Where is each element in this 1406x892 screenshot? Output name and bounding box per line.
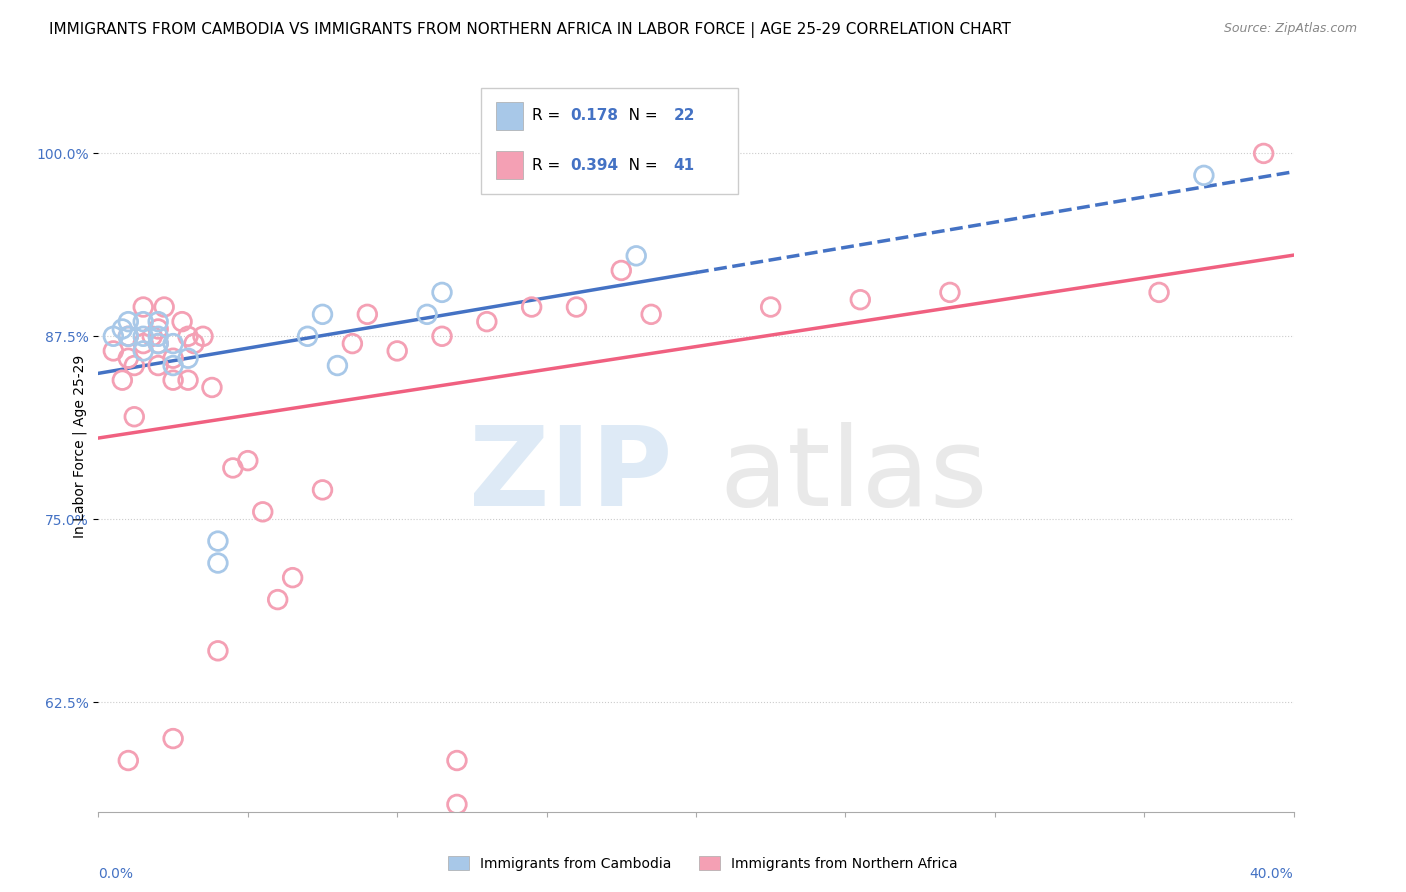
Point (148, 322, 170, 336)
FancyBboxPatch shape (481, 87, 738, 194)
Point (430, 285, 453, 300)
Point (117, 315, 139, 329)
Point (111, 373, 134, 387)
Text: R =: R = (533, 158, 565, 173)
Point (446, 754, 468, 768)
Point (162, 351, 184, 366)
Point (124, 359, 146, 373)
Point (148, 336, 170, 351)
Point (141, 329, 163, 343)
Point (183, 336, 205, 351)
Point (311, 307, 333, 321)
Text: 0.0%: 0.0% (98, 867, 134, 881)
Point (849, 293, 872, 307)
Point (103, 329, 125, 343)
Point (1147, 285, 1170, 300)
Point (191, 329, 214, 343)
Point (207, 644, 229, 658)
Point (148, 315, 170, 329)
Point (626, 249, 648, 263)
Point (236, 453, 259, 467)
Text: 0.178: 0.178 (571, 109, 619, 123)
Point (162, 731, 184, 746)
Point (117, 754, 139, 768)
Point (939, 285, 962, 300)
Point (475, 315, 498, 329)
Point (132, 343, 155, 358)
Point (356, 307, 378, 321)
Point (416, 307, 439, 321)
Point (177, 329, 200, 343)
Text: 22: 22 (673, 109, 695, 123)
Point (117, 329, 139, 343)
Point (520, 300, 543, 314)
Point (430, 329, 453, 343)
Text: Source: ZipAtlas.com: Source: ZipAtlas.com (1223, 22, 1357, 36)
Point (148, 329, 170, 343)
Point (565, 300, 588, 314)
Text: 40.0%: 40.0% (1250, 867, 1294, 881)
Point (148, 359, 170, 373)
Point (385, 343, 409, 358)
Point (326, 359, 349, 373)
Point (267, 592, 290, 607)
Point (311, 483, 333, 497)
Y-axis label: In Labor Force | Age 25-29: In Labor Force | Age 25-29 (73, 354, 87, 538)
Point (759, 300, 782, 314)
Point (153, 300, 176, 314)
Point (207, 534, 229, 549)
Point (132, 315, 155, 329)
Point (162, 336, 184, 351)
Text: R =: R = (533, 109, 565, 123)
Point (342, 336, 364, 351)
Point (132, 300, 155, 314)
Point (177, 351, 200, 366)
Text: N =: N = (613, 158, 662, 173)
Text: ZIP: ZIP (468, 422, 672, 529)
Point (1192, 169, 1215, 183)
Legend: Immigrants from Cambodia, Immigrants from Northern Africa: Immigrants from Cambodia, Immigrants fro… (443, 850, 963, 876)
Point (1253, 146, 1275, 161)
Point (117, 329, 139, 343)
Text: IMMIGRANTS FROM CAMBODIA VS IMMIGRANTS FROM NORTHERN AFRICA IN LABOR FORCE | AGE: IMMIGRANTS FROM CAMBODIA VS IMMIGRANTS F… (49, 22, 1011, 38)
FancyBboxPatch shape (496, 102, 523, 130)
Point (162, 359, 184, 373)
Point (111, 322, 134, 336)
Text: 41: 41 (673, 158, 695, 173)
Text: 0.394: 0.394 (571, 158, 619, 173)
Point (297, 329, 319, 343)
Text: N =: N = (613, 109, 662, 123)
Point (172, 315, 194, 329)
Point (207, 556, 229, 570)
Point (132, 336, 155, 351)
Point (124, 409, 146, 424)
Point (117, 351, 139, 366)
Point (103, 343, 125, 358)
Point (148, 336, 170, 351)
Point (132, 329, 155, 343)
Point (177, 373, 200, 387)
Point (446, 797, 468, 812)
Point (201, 380, 224, 394)
Point (222, 461, 245, 475)
Point (640, 307, 662, 321)
Point (610, 263, 633, 277)
Point (252, 505, 274, 519)
Point (162, 373, 184, 387)
FancyBboxPatch shape (496, 152, 523, 179)
Point (281, 571, 304, 585)
Text: atlas: atlas (720, 422, 988, 529)
